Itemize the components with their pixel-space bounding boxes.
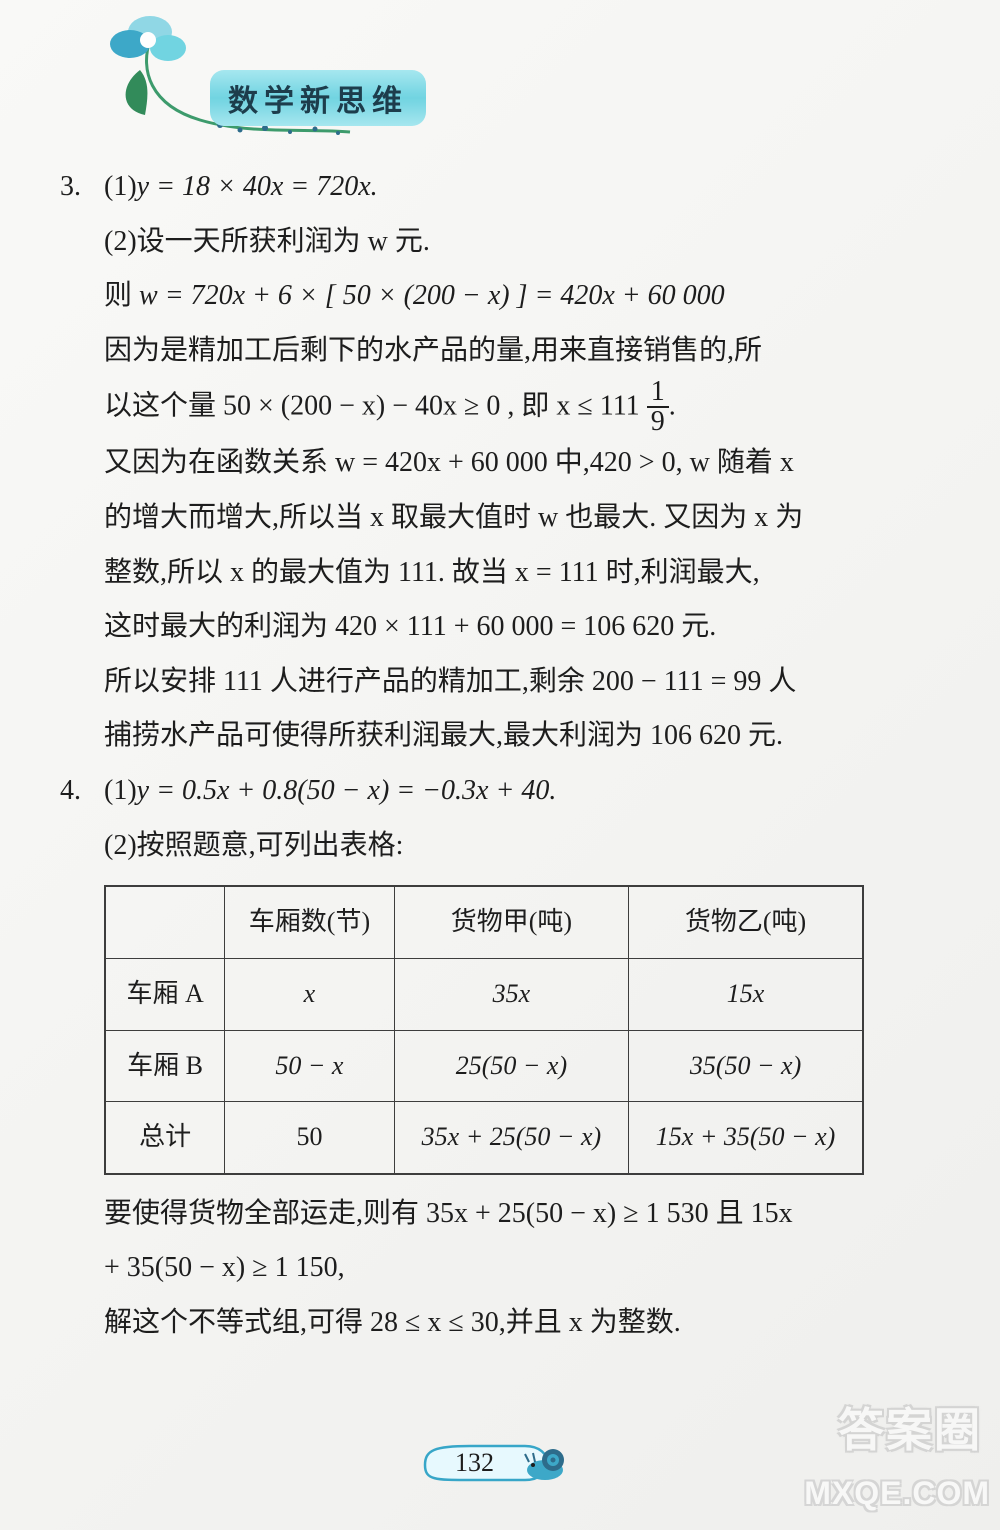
problem-number: 3.	[60, 160, 104, 215]
table-row: 车厢 A x 35x 15x	[105, 958, 863, 1030]
table-row: 车厢数(节) 货物甲(吨) 货物乙(吨)	[105, 886, 863, 958]
text-line: 因为是精加工后剩下的水产品的量,用来直接销售的,所	[104, 324, 940, 379]
table-cell: 车厢 A	[105, 958, 225, 1030]
table-header	[105, 886, 225, 958]
text-line: 整数,所以 x 的最大值为 111. 故当 x = 111 时,利润最大,	[104, 546, 940, 601]
text-line: (2)按照题意,可列出表格:	[104, 819, 940, 874]
page-number: 132	[455, 1448, 494, 1478]
text-line: + 35(50 − x) ≥ 1 150,	[104, 1241, 940, 1296]
table-cell: 总计	[105, 1102, 225, 1174]
text-line: 的增大而增大,所以当 x 取最大值时 w 也最大. 又因为 x 为	[104, 491, 940, 546]
table-cell: 15x + 35(50 − x)	[629, 1102, 863, 1174]
table-header: 车厢数(节)	[225, 886, 395, 958]
table-cell: 车厢 B	[105, 1030, 225, 1102]
table-row: 总计 50 35x + 25(50 − x) 15x + 35(50 − x)	[105, 1102, 863, 1174]
watermark-url: MXQE.COM	[804, 1475, 990, 1512]
text-line: 要使得货物全部运走,则有 35x + 25(50 − x) ≥ 1 530 且 …	[104, 1187, 940, 1242]
table-row: 车厢 B 50 − x 25(50 − x) 35(50 − x)	[105, 1030, 863, 1102]
problem-3: 3. (1)y = 18 × 40x = 720x. (2)设一天所获利润为 w…	[60, 160, 940, 764]
page-content: 3. (1)y = 18 × 40x = 720x. (2)设一天所获利润为 w…	[60, 160, 940, 1351]
text-line: 所以安排 111 人进行产品的精加工,剩余 200 − 111 = 99 人	[104, 655, 940, 710]
table-cell: 35x + 25(50 − x)	[394, 1102, 628, 1174]
table-cell: 15x	[629, 958, 863, 1030]
problem-number: 4.	[60, 764, 104, 819]
cargo-table: 车厢数(节) 货物甲(吨) 货物乙(吨) 车厢 A x 35x 15x	[104, 885, 864, 1175]
fraction: 1 9	[647, 378, 669, 436]
text-line: 解这个不等式组,可得 28 ≤ x ≤ 30,并且 x 为整数.	[104, 1296, 940, 1351]
problem-body: (1)y = 18 × 40x = 720x. (2)设一天所获利润为 w 元.…	[104, 160, 940, 764]
table-header: 货物乙(吨)	[629, 886, 863, 958]
text-line: 以这个量 50 × (200 − x) − 40x ≥ 0 , 即 x ≤ 11…	[104, 378, 940, 436]
page-number-badge: 132	[415, 1440, 585, 1490]
text-line: 则 w = 720x + 6 × [ 50 × (200 − x) ] = 42…	[104, 269, 940, 324]
watermark-brand: 答案圈	[838, 1394, 982, 1460]
table-cell: 50	[225, 1102, 395, 1174]
table-cell: 35x	[394, 958, 628, 1030]
table-cell: 50 − x	[225, 1030, 395, 1102]
problem-4: 4. (1)y = 0.5x + 0.8(50 − x) = −0.3x + 4…	[60, 764, 940, 1351]
text-line: 这时最大的利润为 420 × 111 + 60 000 = 106 620 元.	[104, 600, 940, 655]
table-cell: 35(50 − x)	[629, 1030, 863, 1102]
problem-body: (1)y = 0.5x + 0.8(50 − x) = −0.3x + 40. …	[104, 764, 940, 1351]
text-line: 又因为在函数关系 w = 420x + 60 000 中,420 > 0, w …	[104, 436, 940, 491]
text-line: (1)y = 0.5x + 0.8(50 − x) = −0.3x + 40.	[104, 764, 940, 819]
text-line: (2)设一天所获利润为 w 元.	[104, 215, 940, 270]
text-line: (1)y = 18 × 40x = 720x.	[104, 160, 940, 215]
book-title: 数学新思维	[210, 70, 426, 126]
table-cell: x	[225, 958, 395, 1030]
page-root: 数学新思维 3. (1)y = 18 × 40x = 720x. (2)设一天所…	[0, 0, 1000, 1530]
table-header: 货物甲(吨)	[394, 886, 628, 958]
page-header: 数学新思维	[60, 20, 940, 150]
text-line: 捕捞水产品可使得所获利润最大,最大利润为 106 620 元.	[104, 709, 940, 764]
table-cell: 25(50 − x)	[394, 1030, 628, 1102]
